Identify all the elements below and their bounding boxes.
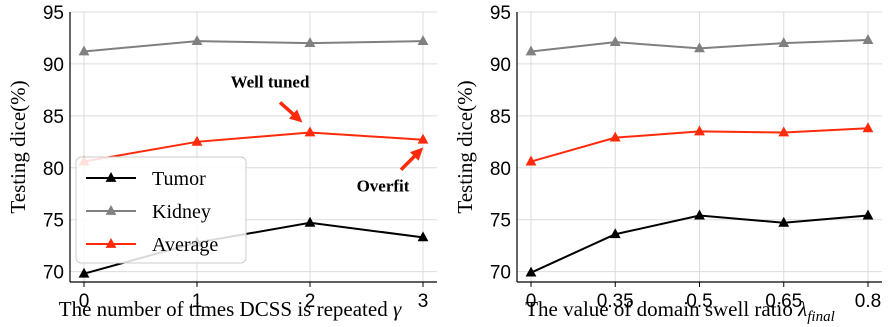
legend-swatch-marker — [105, 205, 117, 215]
y-tick-label: 85 — [490, 107, 511, 128]
data-point-average — [609, 131, 621, 142]
y-tick-label: 70 — [43, 263, 64, 284]
x-tick-label: 0.35 — [597, 291, 634, 312]
y-tick-label: 90 — [490, 55, 511, 76]
data-point-tumor — [525, 266, 537, 277]
annotation-arrowhead — [289, 109, 303, 123]
data-point-kidney — [609, 36, 621, 47]
x-axis-title: The value of domain swell ratio λfinal — [525, 297, 835, 325]
data-point-tumor — [862, 209, 874, 220]
data-point-kidney — [694, 42, 705, 53]
legend-swatch-marker — [105, 172, 117, 182]
x-tick-label: 3 — [418, 291, 429, 312]
chart-1: 70 75 80 85 90 95 0 1 2 3 Testing dice(%) The numbe… — [6, 3, 437, 321]
data-point-average — [417, 133, 429, 144]
data-point-tumor — [609, 228, 621, 239]
data-point-tumor — [304, 216, 316, 227]
x-tick-label: 1 — [192, 291, 203, 312]
y-tick-label: 90 — [43, 55, 64, 76]
legend-label: Average — [152, 234, 218, 256]
y-tick-label: 80 — [490, 159, 511, 180]
data-point-kidney — [78, 45, 90, 56]
legend-label: Tumor — [152, 168, 206, 190]
y-tick-label: 75 — [43, 211, 64, 232]
y-tick-label: 85 — [43, 107, 64, 128]
data-point-kidney — [417, 35, 429, 45]
annotation-label: Well tuned — [231, 72, 310, 91]
data-point-kidney — [191, 35, 203, 45]
y-tick-label: 70 — [490, 263, 511, 284]
data-point-tumor — [417, 231, 429, 242]
data-point-average — [694, 125, 705, 136]
data-point-average — [862, 122, 874, 133]
data-point-tumor — [778, 216, 790, 227]
data-point-tumor — [694, 209, 705, 220]
y-tick-label: 95 — [490, 3, 511, 24]
legend-swatch-marker — [105, 238, 117, 248]
data-point-kidney — [304, 37, 316, 48]
legend-box — [75, 156, 247, 264]
data-point-tumor — [78, 267, 90, 278]
y-tick-label: 95 — [43, 3, 64, 24]
data-point-kidney — [862, 34, 874, 44]
chart-2: 70 75 80 85 90 95 0 0.35 0.5 0.65 0.8 Testing dice(… — [453, 3, 882, 325]
series-line-kidney — [83, 40, 424, 53]
x-tick-label: 0.5 — [686, 291, 712, 312]
y-axis-title: Testing dice(%) — [6, 80, 30, 213]
y-axis-title: Testing dice(%) — [453, 80, 477, 213]
data-point-kidney — [525, 45, 537, 56]
data-point-average — [778, 126, 790, 137]
data-point-average — [525, 155, 537, 166]
data-point-kidney — [778, 37, 790, 48]
series-line-average — [83, 131, 424, 163]
y-tick-label: 75 — [490, 211, 511, 232]
legend: Tumor Kidney Average — [75, 156, 247, 264]
y-tick-label: 80 — [43, 159, 64, 180]
annotation-label: Overfit — [357, 177, 410, 196]
x-tick-label: 0.8 — [855, 291, 881, 312]
data-point-average — [191, 135, 203, 146]
legend-label: Kidney — [152, 201, 211, 223]
x-tick-label: 0 — [526, 291, 537, 312]
data-point-average — [304, 126, 316, 137]
x-tick-label: 2 — [305, 291, 316, 312]
x-tick-label: 0 — [79, 291, 90, 312]
x-axis-title: The number of times DCSS is repeated γ — [59, 297, 402, 321]
annotation-arrowhead — [410, 147, 424, 161]
x-tick-label: 0.65 — [765, 291, 802, 312]
